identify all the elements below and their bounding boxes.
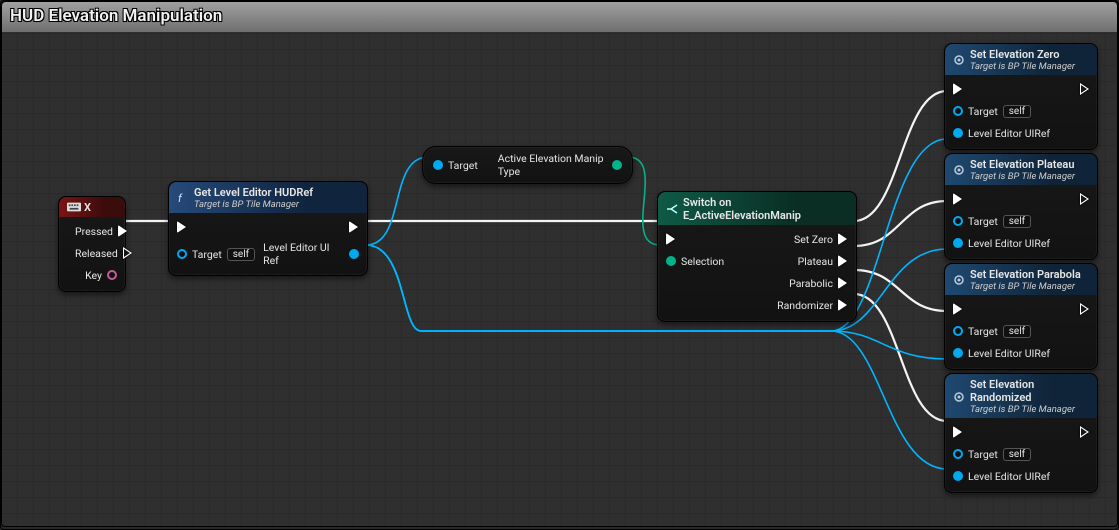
pin-exec-out[interactable] <box>1080 303 1089 315</box>
pin-ref-out[interactable]: Level Editor UI Ref <box>263 241 359 267</box>
pin-ref-in[interactable]: Level Editor UIRef <box>953 127 1050 140</box>
self-default: self <box>1003 105 1031 118</box>
pin-exec-out[interactable] <box>1080 83 1089 95</box>
keyboard-icon <box>67 202 79 214</box>
node-title: Set Elevation Randomized <box>970 378 1034 404</box>
pin-out-random[interactable]: Randomizer <box>777 299 848 312</box>
node-switch-enum[interactable]: Switch on E_ActiveElevationManip Set Zer… <box>657 191 857 322</box>
pin-pressed[interactable]: Pressed <box>75 225 128 238</box>
pin-out-plateau[interactable]: Plateau <box>798 255 848 268</box>
switch-icon <box>666 203 678 215</box>
pin-exec-in[interactable] <box>953 83 963 95</box>
pin-target-in[interactable]: Target self <box>953 105 1031 118</box>
pin-exec-out[interactable] <box>1080 426 1089 438</box>
pin-target-in[interactable]: Target self <box>953 215 1031 228</box>
self-default: self <box>227 248 255 261</box>
node-header: f Get Level Editor HUDRef Target is BP T… <box>169 182 367 213</box>
node-header: Set Elevation Parabola Target is BP Tile… <box>945 264 1097 295</box>
pin-exec-out[interactable] <box>1080 193 1089 205</box>
pin-exec-in[interactable] <box>953 426 963 438</box>
pin-exec-in[interactable] <box>666 233 676 245</box>
pin-target-in[interactable]: Target <box>433 159 478 172</box>
pin-exec-in[interactable] <box>177 221 187 233</box>
node-subtitle: Target is BP Tile Manager <box>194 199 313 210</box>
node-set-parabola[interactable]: Set Elevation Parabola Target is BP Tile… <box>944 263 1098 370</box>
node-subtitle: Target is BP Tile Manager <box>970 171 1075 182</box>
node-header: Set Elevation Zero Target is BP Tile Man… <box>945 44 1097 75</box>
pin-exec-in[interactable] <box>953 303 963 315</box>
function-icon <box>953 164 965 176</box>
node-title: Switch on E_ActiveElevationManip <box>683 196 848 222</box>
function-icon: f <box>177 192 189 204</box>
node-title: X <box>84 201 91 214</box>
pin-out-parabolic[interactable]: Parabolic <box>789 277 848 290</box>
pin-exec-out[interactable] <box>349 221 359 233</box>
node-header: X <box>59 197 125 217</box>
pin-ref-in[interactable]: Level Editor UIRef <box>953 347 1050 360</box>
pin-released[interactable]: Released <box>75 247 132 260</box>
node-header: Set Elevation Plateau Target is BP Tile … <box>945 154 1097 185</box>
pin-key-out[interactable]: Key <box>85 269 117 282</box>
node-title: Set Elevation Parabola <box>970 268 1081 281</box>
self-default: self <box>1003 325 1031 338</box>
self-default: self <box>1003 448 1031 461</box>
svg-text:f: f <box>178 192 183 204</box>
node-title: Set Elevation Plateau <box>970 158 1074 171</box>
pin-target-in[interactable]: Target self <box>953 325 1031 338</box>
function-icon <box>953 391 965 403</box>
node-set-random[interactable]: Set Elevation Randomized Target is BP Ti… <box>944 373 1098 493</box>
function-icon <box>953 274 965 286</box>
node-set-plateau[interactable]: Set Elevation Plateau Target is BP Tile … <box>944 153 1098 260</box>
node-title: Get Level Editor HUDRef <box>194 186 313 199</box>
node-subtitle: Target is BP Tile Manager <box>970 281 1081 292</box>
function-icon <box>953 54 965 66</box>
blueprint-graph-canvas[interactable]: HUD Elevation Manipulation X Pressed <box>0 0 1119 530</box>
node-get-var[interactable]: Target Active Elevation Manip Type <box>422 146 633 184</box>
pin-out-setzero[interactable]: Set Zero <box>794 233 848 246</box>
pin-target-in[interactable]: Target self <box>953 448 1031 461</box>
pin-selection-in[interactable]: Selection <box>666 255 724 268</box>
node-key-x[interactable]: X Pressed Released K <box>58 196 126 292</box>
pin-ref-in[interactable]: Level Editor UIRef <box>953 470 1050 483</box>
pin-exec-in[interactable] <box>953 193 963 205</box>
node-header: Set Elevation Randomized Target is BP Ti… <box>945 374 1097 418</box>
pin-target-in[interactable]: Target self <box>177 248 255 261</box>
node-header: Switch on E_ActiveElevationManip <box>658 192 856 225</box>
pin-ref-in[interactable]: Level Editor UIRef <box>953 237 1050 250</box>
node-subtitle: Target is BP Tile Manager <box>970 404 1089 415</box>
node-set-zero[interactable]: Set Elevation Zero Target is BP Tile Man… <box>944 43 1098 150</box>
pin-enum-out[interactable]: Active Elevation Manip Type <box>498 152 622 178</box>
node-get-hudref[interactable]: f Get Level Editor HUDRef Target is BP T… <box>168 181 368 276</box>
self-default: self <box>1003 215 1031 228</box>
node-subtitle: Target is BP Tile Manager <box>970 61 1075 72</box>
node-title: Set Elevation Zero <box>970 48 1059 61</box>
comment-title[interactable]: HUD Elevation Manipulation <box>2 2 1117 32</box>
